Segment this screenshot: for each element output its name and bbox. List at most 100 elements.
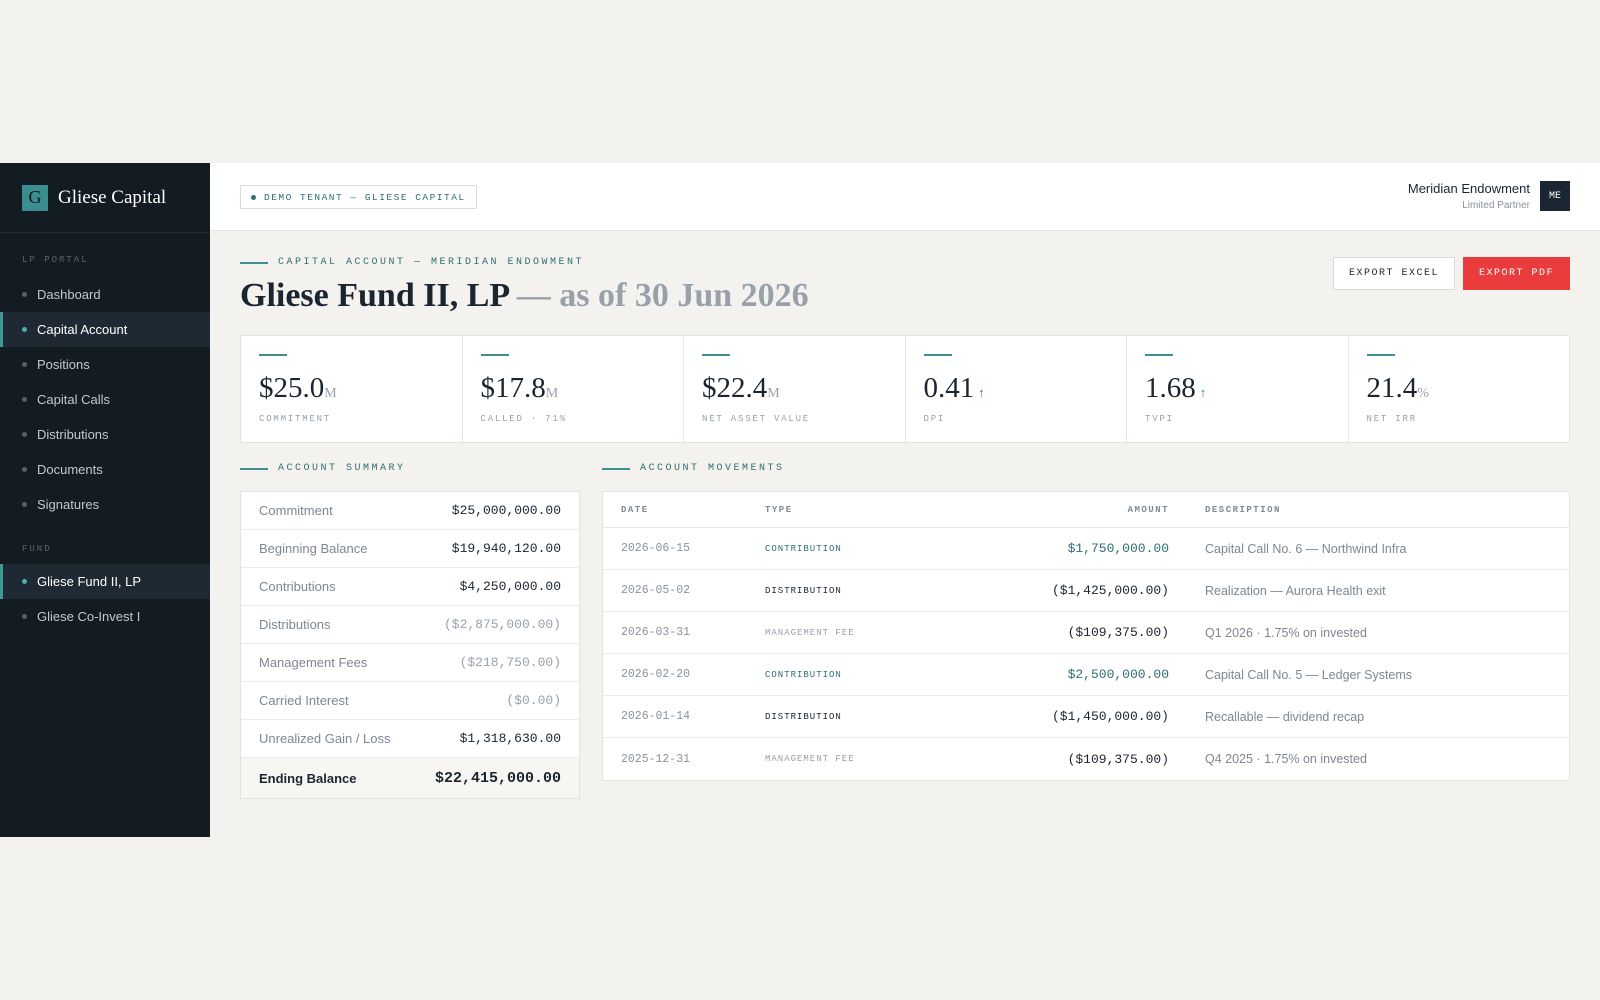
sidebar-item-label: Documents: [37, 462, 103, 477]
table-row[interactable]: 2026-01-14 DISTRIBUTION ($1,450,000.00) …: [603, 696, 1569, 738]
bullet-icon: [22, 432, 27, 437]
arrow-up-icon: ↑: [1199, 385, 1207, 400]
table-row[interactable]: 2026-03-31 MANAGEMENT FEE ($109,375.00) …: [603, 612, 1569, 654]
sidebar-item-documents[interactable]: Documents: [0, 452, 210, 487]
export-pdf-button[interactable]: EXPORT PDF: [1462, 257, 1570, 290]
cell-description: Capital Call No. 6 — Northwind Infra: [1205, 541, 1407, 556]
sidebar-item-label: Gliese Co-Invest I: [37, 609, 141, 624]
kpi-unit: %: [1417, 386, 1429, 401]
sidebar-item-gliese-co-invest[interactable]: Gliese Co-Invest I: [0, 599, 210, 634]
table-row[interactable]: 2026-06-15 CONTRIBUTION $1,750,000.00 Ca…: [603, 528, 1569, 570]
movements-section-title: ACCOUNT MOVEMENTS: [602, 463, 785, 474]
kpi-value: $25.0M: [259, 372, 444, 405]
kpi-unit: M: [324, 386, 337, 401]
user-menu[interactable]: Meridian Endowment Limited Partner ME: [1408, 181, 1570, 211]
summary-label: Commitment: [259, 503, 333, 518]
summary-value: $1,318,630.00: [459, 731, 561, 746]
summary-label: Unrealized Gain / Loss: [259, 731, 391, 746]
as-of-date: — as of 30 Jun 2026: [508, 277, 809, 314]
cell-amount: $1,750,000.00: [1067, 541, 1169, 556]
sidebar-item-positions[interactable]: Positions: [0, 347, 210, 382]
kpi-unit: M: [767, 386, 780, 401]
kpi-nav: $22.4M NET ASSET VALUE: [684, 336, 906, 442]
kpi-number: $22.4: [702, 372, 768, 404]
accent-line: [480, 354, 509, 356]
sidebar-item-capital-account[interactable]: Capital Account: [0, 312, 210, 347]
table-row[interactable]: 2025-12-31 MANAGEMENT FEE ($109,375.00) …: [603, 738, 1569, 780]
cell-type: CONTRIBUTION: [765, 669, 842, 680]
cell-date: 2025-12-31: [621, 752, 691, 766]
kpi-dpi: 0.41 ↑ DPI: [906, 336, 1127, 442]
brand[interactable]: G Gliese Capital: [0, 163, 210, 233]
accent-line: [1145, 354, 1173, 356]
cell-description: Q4 2025 · 1.75% on invested: [1205, 752, 1367, 766]
sidebar-item-distributions[interactable]: Distributions: [0, 417, 210, 452]
avatar[interactable]: ME: [1540, 181, 1570, 211]
sidebar-item-label: Capital Account: [37, 322, 128, 337]
cell-description: Q1 2026 · 1.75% on invested: [1205, 625, 1367, 640]
summary-value: ($2,875,000.00): [443, 617, 561, 632]
column-header-description[interactable]: DESCRIPTION: [1205, 504, 1281, 515]
summary-value: $22,415,000.00: [434, 769, 561, 787]
kpi-value: $22.4M: [702, 372, 887, 405]
export-excel-button[interactable]: EXPORT EXCEL: [1332, 257, 1455, 290]
cell-date: 2026-06-15: [621, 542, 691, 555]
cell-type: MANAGEMENT FEE: [765, 754, 855, 764]
summary-label: Ending Balance: [259, 770, 357, 786]
sidebar-item-label: Dashboard: [37, 287, 101, 302]
bullet-icon: [22, 292, 27, 297]
main-area: DEMO TENANT — GLIESE CAPITAL Meridian En…: [210, 163, 1600, 837]
eyebrow-label: CAPITAL ACCOUNT — MERIDIAN ENDOWMENT: [278, 257, 585, 268]
sidebar-item-signatures[interactable]: Signatures: [0, 487, 210, 522]
bullet-icon: [22, 502, 27, 507]
kpi-value: 21.4%: [1367, 372, 1552, 405]
cell-date: 2026-05-02: [621, 584, 691, 597]
accent-line: [602, 467, 630, 470]
cell-description: Realization — Aurora Health exit: [1205, 583, 1386, 598]
summary-label: Carried Interest: [259, 693, 349, 708]
table-row[interactable]: 2026-02-20 CONTRIBUTION $2,500,000.00 Ca…: [603, 654, 1569, 696]
arrow-up-icon: ↑: [978, 385, 985, 400]
cell-amount: ($109,375.00): [1067, 751, 1169, 767]
kpi-net-irr: 21.4% NET IRR: [1349, 336, 1570, 442]
page-title: Gliese Fund II, LP — as of 30 Jun 2026: [240, 277, 809, 315]
column-header-amount[interactable]: AMOUNT: [1127, 504, 1169, 515]
kpi-unit: M: [545, 386, 559, 401]
cell-amount: $2,500,000.00: [1067, 667, 1169, 682]
tenant-label: DEMO TENANT — GLIESE CAPITAL: [264, 191, 466, 203]
cell-date: 2026-02-20: [621, 668, 691, 681]
kpi-called: $17.8M CALLED · 71%: [463, 336, 684, 442]
sidebar-item-dashboard[interactable]: Dashboard: [0, 277, 210, 312]
kpi-label: NET IRR: [1366, 414, 1417, 424]
app-window: G Gliese Capital LP PORTAL Dashboard Cap…: [0, 163, 1600, 837]
summary-section-title: ACCOUNT SUMMARY: [240, 463, 406, 474]
sidebar-item-label: Positions: [37, 357, 90, 372]
kpi-label: NET ASSET VALUE: [702, 414, 811, 424]
summary-value: ($0.00): [506, 693, 561, 708]
nav-section-label-fund: FUND: [22, 544, 52, 554]
column-header-type[interactable]: TYPE: [765, 504, 793, 515]
bullet-icon: [22, 362, 27, 367]
summary-row-management-fees: Management Fees ($218,750.00): [241, 644, 579, 682]
sidebar-item-capital-calls[interactable]: Capital Calls: [0, 382, 210, 417]
sidebar-item-gliese-fund-ii[interactable]: Gliese Fund II, LP: [0, 564, 210, 599]
brand-logo: G: [22, 184, 48, 211]
kpi-number: $17.8: [480, 372, 546, 404]
bullet-icon: [22, 614, 27, 619]
summary-value: $25,000,000.00: [451, 503, 561, 518]
user-role: Limited Partner: [1462, 200, 1530, 211]
kpi-commitment: $25.0M COMMITMENT: [241, 336, 463, 442]
kpi-number: 21.4: [1366, 372, 1418, 404]
summary-row-unrealized: Unrealized Gain / Loss $1,318,630.00: [241, 720, 579, 758]
summary-label: Distributions: [259, 617, 331, 632]
kpi-strip: $25.0M COMMITMENT $17.8M CALLED · 71% $2…: [240, 335, 1570, 443]
kpi-number: 1.68: [1145, 372, 1196, 404]
summary-label: Management Fees: [259, 655, 368, 670]
summary-row-beginning-balance: Beginning Balance $19,940,120.00: [241, 530, 579, 568]
page-actions: EXPORT EXCEL EXPORT PDF: [1332, 257, 1570, 290]
column-header-date[interactable]: DATE: [621, 504, 649, 515]
sidebar-item-label: Signatures: [37, 497, 100, 512]
kpi-value: 0.41 ↑: [924, 372, 1109, 405]
table-header: DATE TYPE AMOUNT DESCRIPTION: [603, 492, 1569, 528]
table-row[interactable]: 2026-05-02 DISTRIBUTION ($1,425,000.00) …: [603, 570, 1569, 612]
